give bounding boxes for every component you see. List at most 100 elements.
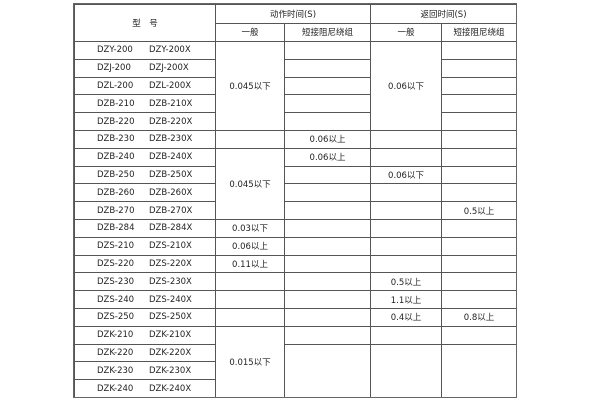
empty-cell [284,112,371,131]
model-name: DZB-210X [149,98,193,109]
model-name: DZK-220X [149,347,192,358]
empty-cell [441,343,517,398]
table-row: DZB-210 DZB-210X [74,94,517,114]
table-row: DZK-220 DZK-220X [74,343,517,398]
empty-cell [370,343,442,398]
value-cell: 0.06以下 [370,165,442,185]
empty-cell [441,165,517,185]
model-cell: DZK-240 DZK-240X [74,379,216,398]
empty-cell [441,254,517,274]
empty-cell [284,183,371,203]
empty-cell [441,218,517,238]
table-row: DZB-240 DZB-240X 0.045以下 0.06以上 [74,147,517,220]
model-name: DZB-260X [149,187,193,198]
model-cell: DZB-220 DZB-220X [74,112,216,131]
model-cell: DZB-284 DZB-284X [74,218,216,238]
header-action-time: 动作时间(S) [215,4,371,24]
empty-cell [441,183,517,203]
model-name: DZB-270X [149,205,193,216]
header-model: 型 号 [74,4,216,42]
model-name: DZS-220X [149,258,192,269]
model-name: DZL-200 [97,80,134,91]
empty-cell [441,41,517,60]
value-cell: 0.045以下 [215,41,285,131]
empty-cell [370,325,442,345]
model-cell: DZS-250 DZS-250X [74,307,216,327]
header-action-short-damping: 短接阻尼绕组 [284,22,371,42]
empty-cell [284,58,371,78]
model-cell: DZB-270 DZB-270X [74,201,216,220]
model-name: DZB-260 [97,187,135,198]
header-return-time: 返回时间(S) [370,4,517,24]
empty-cell [215,272,285,292]
value-cell: 1.1以上 [370,290,442,309]
value-cell: 0.015以下 [215,325,285,398]
empty-cell [441,272,517,292]
model-name: DZK-210X [149,330,192,341]
value-cell: 0.06以下 [370,41,442,131]
model-cell: DZB-210 DZB-210X [74,94,216,114]
empty-cell [284,307,371,327]
table-row: DZJ-200 DZJ-200X [74,58,517,78]
model-name: DZS-220 [97,258,135,269]
model-name: DZS-230X [149,276,192,287]
empty-cell [370,236,442,256]
empty-cell [284,165,371,185]
model-name: DZB-284X [149,223,193,234]
value-cell: 0.4以上 [370,307,442,327]
table-row: DZS-240 DZS-240X 1.1以上 [74,290,517,309]
empty-cell [441,236,517,256]
model-name: DZB-220 [97,116,135,127]
empty-cell [370,218,442,238]
value-cell: 0.8以上 [441,307,517,327]
value-cell: 0.5以上 [441,201,517,220]
model-name: DZK-220 [97,347,134,358]
value-cell: 0.06以上 [215,236,285,256]
table-row: DZB-220 DZB-220X [74,112,517,131]
model-cell: DZK-210 DZK-210X [74,325,216,345]
model-name: DZS-250X [149,312,192,323]
table-row: DZL-200 DZL-200X [74,76,517,96]
table-row: DZK-240 DZK-240X [74,379,517,398]
value-cell: 0.11以上 [215,254,285,274]
model-name: DZJ-200X [149,63,189,74]
model-name: DZB-250X [149,169,193,180]
model-cell: DZK-230 DZK-230X [74,361,216,381]
empty-cell [284,343,371,398]
empty-cell [284,236,371,256]
empty-cell [215,129,285,149]
empty-cell [441,112,517,131]
model-name: DZS-230 [97,276,135,287]
table-row: DZS-230 DZS-230X 0.5以上 [74,272,517,292]
empty-cell [284,272,371,292]
model-name: DZK-230X [149,365,192,376]
empty-cell [215,290,285,309]
value-cell: 0.06以上 [284,129,371,149]
empty-cell [284,254,371,274]
table-row: DZB-270 DZB-270X 0.5以上 [74,201,517,220]
model-name: DZY-200 [97,45,133,56]
model-cell: DZB-250 DZB-250X [74,165,216,185]
model-name: DZS-240 [97,294,135,305]
table-row: DZK-210 DZK-210X 0.015以下 [74,325,517,398]
model-name: DZB-210 [97,98,135,109]
empty-cell [370,129,442,149]
empty-cell [441,290,517,309]
model-name: DZK-210 [97,330,134,341]
empty-cell [441,147,517,167]
model-cell: DZB-240 DZB-240X [74,147,216,167]
model-name: DZS-250 [97,312,135,323]
empty-cell [284,325,371,345]
empty-cell [370,147,442,167]
empty-cell [370,201,442,220]
empty-cell [441,129,517,149]
model-name: DZB-230 [97,134,135,145]
empty-cell [370,254,442,274]
model-cell: DZB-260 DZB-260X [74,183,216,203]
value-cell: 0.06以上 [284,147,371,167]
model-cell: DZL-200 DZL-200X [74,76,216,96]
model-name: DZB-250 [97,169,135,180]
model-name: DZB-230X [149,134,193,145]
empty-cell [441,58,517,78]
model-name: DZB-220X [149,116,193,127]
